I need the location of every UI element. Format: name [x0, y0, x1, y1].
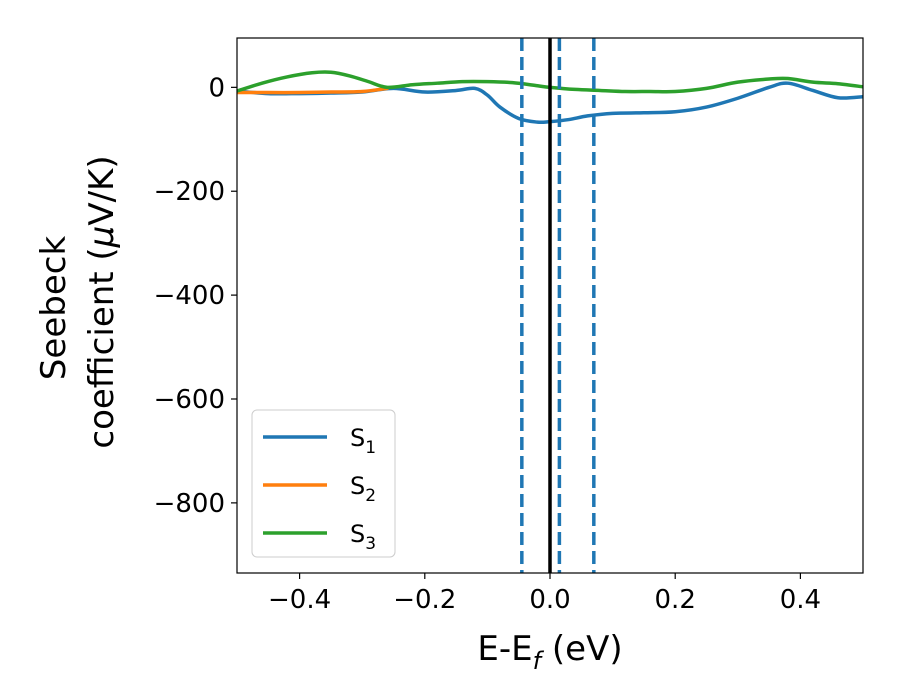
- y-axis-label: Seebeck coefficient (μV/K): [34, 155, 122, 448]
- legend: S1 S2 S3: [251, 409, 396, 558]
- plot-content: [237, 38, 863, 573]
- series-line-s3: [237, 70, 863, 94]
- y-tick-label: −200: [154, 177, 225, 207]
- legend-label-s2: S2: [350, 472, 376, 506]
- y-axis-label-line2: coefficient (μV/K): [82, 155, 122, 448]
- x-tick-label: 0.2: [655, 585, 696, 615]
- x-tick-label: 0.4: [780, 585, 821, 615]
- x-axis-label: E-Ef (eV): [477, 629, 622, 675]
- y-tick-label: −400: [154, 281, 225, 311]
- y-tick-label: −600: [154, 385, 225, 415]
- series-line-s2: [237, 86, 389, 95]
- x-axis: −0.4 −0.2 0.0 0.2 0.4: [268, 573, 821, 615]
- y-axis-label-line1: Seebeck: [34, 236, 74, 381]
- legend-label-s1: S1: [350, 424, 376, 458]
- y-tick-label: −800: [154, 489, 225, 519]
- x-tick-label: −0.2: [393, 585, 456, 615]
- y-tick-label: 0: [208, 73, 225, 103]
- x-tick-label: −0.4: [268, 585, 331, 615]
- legend-label-s3: S3: [350, 520, 376, 554]
- x-tick-label: 0.0: [529, 585, 570, 615]
- y-axis: 0 −200 −400 −600 −800: [154, 73, 237, 519]
